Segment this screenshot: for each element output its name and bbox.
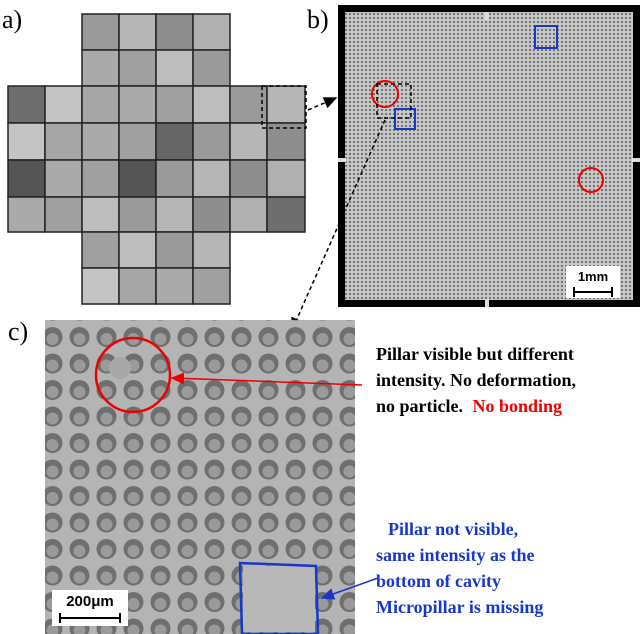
panel-label: a) <box>2 5 22 34</box>
wafer-tile <box>82 86 119 123</box>
defect-pillar <box>109 357 131 379</box>
wafer-tile <box>82 232 119 268</box>
scale-bar-label: 1mm <box>578 269 608 284</box>
annotation-line: no particle. <box>376 396 463 416</box>
scale-bar-label: 200μm <box>66 593 114 610</box>
zoom-arrow <box>308 98 336 110</box>
wafer-tile <box>156 232 193 268</box>
wafer-tile <box>119 268 156 304</box>
wafer-tile <box>230 197 267 232</box>
wafer-tile <box>267 197 305 232</box>
wafer-tile <box>119 14 156 50</box>
die-image <box>345 12 633 300</box>
wafer-tile <box>193 14 230 50</box>
annotation-red: Pillar visible but different intensity. … <box>376 344 581 416</box>
wafer-tile <box>267 86 305 123</box>
wafer-tile <box>119 123 156 160</box>
wafer-tile <box>82 14 119 50</box>
annotation-highlight: Micropillar is missing <box>376 597 543 617</box>
wafer-tile <box>82 268 119 304</box>
wafer-tile <box>119 50 156 86</box>
mark <box>485 299 489 307</box>
wafer-tile <box>230 160 267 197</box>
wafer-tile <box>45 86 82 123</box>
annotation-line: same intensity as the <box>376 545 535 565</box>
wafer-tile <box>82 50 119 86</box>
wafer-tile <box>193 197 230 232</box>
wafer-tile <box>193 123 230 160</box>
mark <box>338 158 346 162</box>
wafer-tile <box>119 160 156 197</box>
wafer-tile <box>193 86 230 123</box>
annotation-line: intensity. No deformation, <box>376 370 576 390</box>
wafer-tile <box>230 123 267 160</box>
mark <box>632 158 640 162</box>
annotation-blue: Pillar not visible, same intensity as th… <box>376 519 543 617</box>
wafer-tile <box>119 232 156 268</box>
wafer-tile <box>119 197 156 232</box>
wafer-tile <box>82 197 119 232</box>
annotation-line: Pillar not visible, <box>388 519 518 539</box>
body: a) 1mm b) 200μm c) Pillar visible but di… <box>0 0 644 634</box>
wafer-tile <box>156 160 193 197</box>
wafer-tiles <box>8 14 305 304</box>
panel-label: b) <box>307 5 329 34</box>
page: {"panels": {"a": {"label": "a)"}, "b": {… <box>0 0 644 634</box>
wafer-tile <box>156 14 193 50</box>
wafer-tile <box>267 160 305 197</box>
wafer-tile <box>156 123 193 160</box>
wafer-tile <box>8 160 45 197</box>
wafer-tile <box>8 86 45 123</box>
figure: a) 1mm b) 200μm c) Pillar visible but di… <box>0 0 644 634</box>
annotation-highlight: No bonding <box>473 396 563 416</box>
wafer-tile <box>45 160 82 197</box>
wafer-tile <box>8 197 45 232</box>
wafer-tile <box>119 86 156 123</box>
wafer-tile <box>8 123 45 160</box>
missing-pillar-area <box>243 566 315 632</box>
wafer-tile <box>193 232 230 268</box>
mark <box>485 12 489 20</box>
wafer-tile <box>156 268 193 304</box>
panel-label: c) <box>8 317 28 346</box>
wafer-tile <box>82 160 119 197</box>
wafer-tile <box>156 86 193 123</box>
annotation-line: Pillar visible but different <box>376 344 574 364</box>
annotation-line: bottom of cavity <box>376 571 501 591</box>
wafer-tile <box>193 50 230 86</box>
wafer-tile <box>156 197 193 232</box>
wafer-tile <box>45 123 82 160</box>
wafer-tile <box>193 268 230 304</box>
wafer-tile <box>156 50 193 86</box>
wafer-tile <box>45 197 82 232</box>
wafer-tile <box>193 160 230 197</box>
wafer-tile <box>82 123 119 160</box>
